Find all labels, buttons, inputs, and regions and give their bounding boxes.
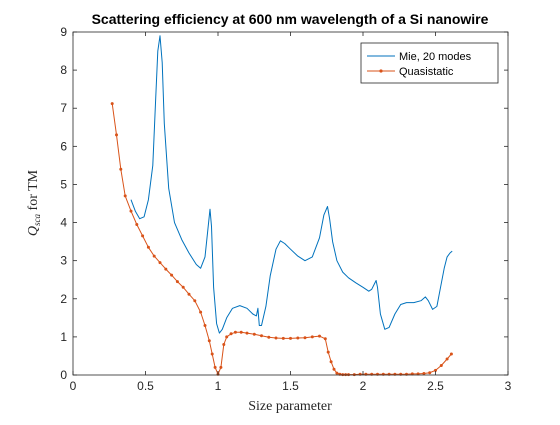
data-point-quasistatic (181, 285, 185, 289)
y-axis-label: Qsca for TM (26, 169, 42, 236)
data-point-quasistatic (329, 360, 333, 364)
data-point-quasistatic (326, 350, 330, 354)
x-tick-label: 0.5 (137, 379, 154, 393)
data-point-quasistatic (146, 245, 150, 249)
data-point-quasistatic (303, 336, 307, 340)
data-point-quasistatic (152, 254, 156, 258)
legend-box (360, 42, 499, 84)
data-point-quasistatic (239, 330, 243, 334)
data-point-quasistatic (318, 334, 321, 338)
ticks-layer: 0 0.5 1 1.5 2 2.5 3 0 1 2 3 4 5 6 7 8 9 (60, 25, 511, 393)
x-tick-label: 1.5 (282, 379, 299, 393)
data-point-quasistatic (225, 335, 229, 339)
data-point-quasistatic (187, 292, 191, 296)
series-line-mie (130, 35, 453, 334)
y-tick-label: 1 (60, 330, 67, 344)
data-point-quasistatic (335, 371, 339, 375)
data-point-quasistatic (267, 335, 271, 339)
data-point-quasistatic (119, 167, 123, 171)
y-tick-label: 8 (60, 63, 67, 77)
data-point-quasistatic (449, 352, 453, 356)
legend: Mie, 20 modes Quasistatic (360, 42, 499, 84)
data-point-quasistatic (245, 331, 249, 335)
data-point-quasistatic (210, 352, 214, 356)
data-point-quasistatic (422, 372, 426, 375)
data-point-quasistatic (296, 336, 300, 340)
data-point-quasistatic (219, 365, 223, 369)
series-layer (110, 35, 453, 377)
data-point-quasistatic (175, 280, 179, 284)
data-point-quasistatic (229, 332, 233, 336)
y-tick-label: 3 (60, 254, 67, 268)
x-axis-label: Size parameter (248, 399, 332, 414)
data-point-quasistatic (274, 336, 278, 340)
data-point-quasistatic (233, 330, 237, 334)
data-point-quasistatic (115, 133, 118, 137)
y-tick-label: 6 (60, 139, 67, 153)
data-point-quasistatic (164, 267, 168, 271)
x-tick-label: 0 (70, 379, 77, 393)
data-point-quasistatic (445, 357, 449, 361)
data-point-quasistatic (222, 343, 226, 346)
data-point-quasistatic (207, 339, 211, 343)
data-point-quasistatic (199, 310, 203, 314)
data-point-quasistatic (252, 332, 256, 336)
x-tick-label: 2.5 (427, 379, 444, 393)
x-tick-label: 1 (215, 379, 222, 393)
y-tick-label: 2 (60, 292, 67, 306)
legend-label-mie: Mie, 20 modes (399, 51, 472, 63)
y-axis-label-sub: sca (32, 213, 42, 225)
data-point-quasistatic (110, 102, 114, 106)
x-tick-label: 2 (360, 379, 367, 393)
y-axis-label-main: Q (26, 226, 41, 236)
data-point-quasistatic (439, 364, 443, 367)
y-tick-label: 9 (60, 25, 67, 39)
chart-title: Scattering efficiency at 600 nm waveleng… (92, 11, 489, 27)
legend-label-quasistatic: Quasistatic (399, 66, 454, 78)
data-point-quasistatic (129, 209, 133, 213)
y-tick-label: 0 (60, 368, 67, 382)
data-point-quasistatic (170, 273, 174, 277)
y-tick-label: 7 (60, 101, 67, 115)
data-point-quasistatic (332, 367, 336, 371)
y-axis-label-rest: for TM (26, 169, 41, 214)
y-tick-label: 5 (60, 177, 67, 191)
data-point-quasistatic (289, 336, 292, 340)
x-tick-label: 3 (505, 379, 512, 393)
data-point-quasistatic (135, 223, 139, 226)
data-point-quasistatic (310, 335, 314, 339)
plot-area (73, 32, 508, 375)
data-point-quasistatic (123, 194, 127, 198)
data-point-quasistatic (281, 336, 285, 340)
data-point-quasistatic (203, 324, 207, 327)
data-point-quasistatic (141, 234, 145, 238)
data-point-quasistatic (158, 261, 162, 265)
data-point-quasistatic (323, 337, 327, 341)
data-point-quasistatic (213, 365, 217, 369)
data-point-quasistatic (428, 371, 432, 375)
legend-marker-quasistatic (379, 69, 383, 73)
data-point-quasistatic (260, 334, 263, 338)
y-tick-label: 4 (60, 216, 67, 230)
data-point-quasistatic (193, 299, 197, 303)
data-point-quasistatic (434, 368, 437, 372)
